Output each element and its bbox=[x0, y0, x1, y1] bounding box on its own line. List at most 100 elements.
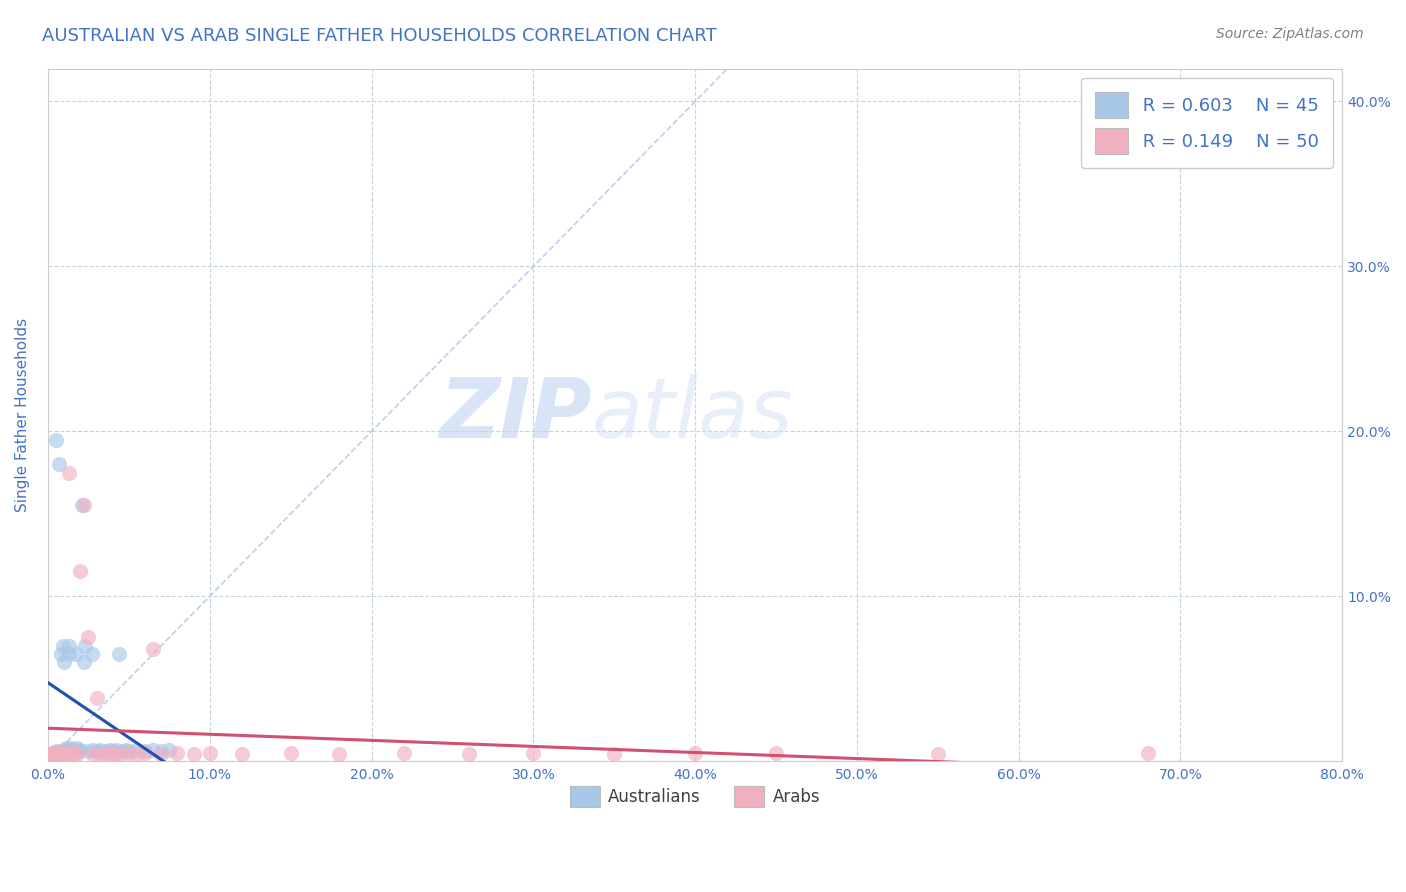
Point bbox=[48, 746, 70, 760]
Text: atlas: atlas bbox=[592, 375, 793, 455]
Point bbox=[198, 746, 221, 760]
Point bbox=[42, 746, 65, 760]
Point bbox=[44, 747, 66, 762]
Point bbox=[39, 747, 62, 762]
Point bbox=[82, 747, 104, 762]
Point bbox=[46, 746, 69, 760]
Point bbox=[63, 742, 86, 756]
Point bbox=[166, 746, 188, 760]
Point bbox=[69, 742, 91, 756]
Point bbox=[86, 691, 108, 706]
Point bbox=[105, 742, 128, 756]
Point bbox=[55, 740, 77, 755]
Text: AUSTRALIAN VS ARAB SINGLE FATHER HOUSEHOLDS CORRELATION CHART: AUSTRALIAN VS ARAB SINGLE FATHER HOUSEHO… bbox=[42, 27, 717, 45]
Point bbox=[48, 457, 70, 471]
Point bbox=[280, 746, 302, 760]
Text: ZIP: ZIP bbox=[439, 375, 592, 455]
Point bbox=[101, 747, 124, 762]
Text: Source: ZipAtlas.com: Source: ZipAtlas.com bbox=[1216, 27, 1364, 41]
Point bbox=[105, 746, 128, 760]
Point bbox=[53, 746, 76, 760]
Point bbox=[683, 746, 706, 760]
Point bbox=[56, 742, 79, 756]
Point bbox=[66, 747, 89, 762]
Point bbox=[58, 466, 80, 480]
Point bbox=[49, 647, 72, 661]
Point bbox=[86, 744, 108, 758]
Point bbox=[118, 746, 141, 760]
Point bbox=[45, 744, 67, 758]
Point bbox=[72, 655, 94, 669]
Point bbox=[49, 746, 72, 760]
Point bbox=[49, 744, 72, 758]
Point bbox=[67, 744, 90, 758]
Point bbox=[63, 746, 86, 760]
Point bbox=[93, 747, 115, 762]
Point bbox=[72, 499, 94, 513]
Point bbox=[114, 742, 136, 756]
Point bbox=[42, 746, 65, 760]
Point bbox=[75, 639, 97, 653]
Point bbox=[82, 742, 104, 756]
Point bbox=[134, 744, 156, 758]
Point bbox=[328, 747, 350, 762]
Point bbox=[89, 742, 111, 756]
Point bbox=[392, 746, 415, 760]
Point bbox=[603, 747, 626, 762]
Point bbox=[108, 647, 131, 661]
Point bbox=[69, 565, 91, 579]
Point bbox=[765, 746, 787, 760]
Point bbox=[56, 746, 79, 760]
Point bbox=[101, 744, 124, 758]
Point bbox=[142, 742, 165, 756]
Point bbox=[522, 746, 544, 760]
Point bbox=[150, 744, 173, 758]
Point bbox=[111, 744, 134, 758]
Point bbox=[70, 499, 93, 513]
Point bbox=[231, 747, 253, 762]
Point bbox=[38, 747, 60, 762]
Point bbox=[125, 742, 148, 756]
Point bbox=[157, 742, 180, 756]
Point bbox=[60, 747, 83, 762]
Point bbox=[45, 747, 67, 762]
Point bbox=[53, 744, 76, 758]
Point bbox=[142, 642, 165, 657]
Point bbox=[45, 433, 67, 447]
Point bbox=[1137, 746, 1160, 760]
Point bbox=[60, 744, 83, 758]
Point bbox=[110, 747, 132, 762]
Point bbox=[183, 747, 205, 762]
Point bbox=[125, 747, 148, 762]
Point bbox=[44, 746, 66, 760]
Point bbox=[65, 647, 87, 661]
Point bbox=[58, 639, 80, 653]
Point bbox=[52, 639, 75, 653]
Point bbox=[39, 747, 62, 762]
Point bbox=[77, 744, 100, 758]
Point bbox=[53, 655, 76, 669]
Point bbox=[45, 746, 67, 760]
Point bbox=[46, 747, 69, 762]
Y-axis label: Single Father Households: Single Father Households bbox=[15, 318, 30, 512]
Legend: Australians, Arabs: Australians, Arabs bbox=[561, 778, 828, 815]
Point bbox=[80, 647, 103, 661]
Point bbox=[46, 746, 69, 760]
Point bbox=[77, 631, 100, 645]
Point bbox=[98, 746, 121, 760]
Point bbox=[89, 747, 111, 762]
Point bbox=[58, 647, 80, 661]
Point bbox=[134, 746, 156, 760]
Point bbox=[927, 747, 949, 762]
Point bbox=[55, 747, 77, 762]
Point bbox=[66, 740, 89, 755]
Point bbox=[93, 744, 115, 758]
Point bbox=[457, 747, 479, 762]
Point bbox=[52, 747, 75, 762]
Point bbox=[42, 747, 65, 762]
Point bbox=[98, 742, 121, 756]
Point bbox=[44, 747, 66, 762]
Point bbox=[118, 744, 141, 758]
Point bbox=[150, 747, 173, 762]
Point bbox=[59, 740, 82, 755]
